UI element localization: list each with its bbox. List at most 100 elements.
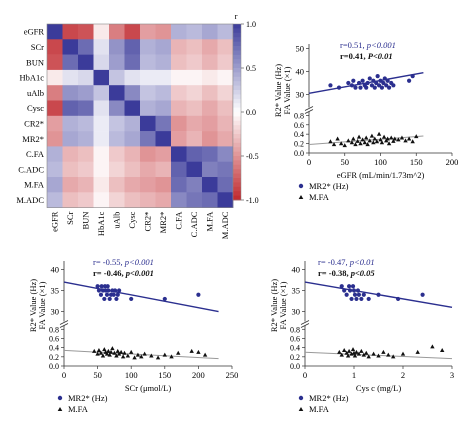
heatmap-cell <box>109 177 125 193</box>
heatmap-cell <box>186 115 203 132</box>
fit-line-r2 <box>63 281 219 313</box>
heatmap-cell <box>155 177 172 193</box>
colorbar-segment <box>233 156 241 161</box>
data-point-r2 <box>364 85 369 90</box>
data-point-r2 <box>371 78 376 83</box>
x-tick-label: 200 <box>192 370 205 380</box>
colorbar-segment <box>233 191 241 196</box>
data-point-fa <box>118 349 124 354</box>
x-tick-label: 100 <box>374 157 387 167</box>
heatmap-cell <box>93 54 110 71</box>
heatmap-cell <box>202 85 218 101</box>
heatmap-cell <box>155 161 172 178</box>
colorbar-tick-label: 0.0 <box>246 108 256 117</box>
data-point-fa <box>149 353 154 358</box>
x-tick-label: 0 <box>303 370 307 380</box>
heatmap-cell <box>78 131 94 147</box>
annotation-bottom: r=0.41, P<0.01 <box>340 51 393 61</box>
colorbar-segment <box>233 129 241 135</box>
data-point-r2 <box>420 292 425 297</box>
colorbar-segment <box>233 138 241 144</box>
heatmap-cell <box>78 39 94 55</box>
data-point-fa <box>338 141 344 146</box>
x-tick-label: 0 <box>62 370 66 380</box>
heatmap-cell <box>186 100 203 117</box>
data-point-r2 <box>351 78 356 83</box>
heatmap-cell <box>47 161 63 178</box>
heatmap-cell <box>78 115 94 132</box>
heatmap-cell <box>217 85 234 101</box>
data-point-fa <box>366 354 371 359</box>
heatmap-cell <box>47 85 63 101</box>
data-point-r2 <box>99 284 104 289</box>
heatmap-cell <box>109 131 125 147</box>
data-point-r2 <box>106 288 111 293</box>
colorbar-segment <box>233 81 241 86</box>
heatmap-cell <box>155 24 172 40</box>
y-tick-label: 40 <box>292 264 301 274</box>
annotation-top: r= -0.55, p<0.001 <box>93 257 154 267</box>
scatter-cysc: 0 1 2 3 40 35 30 0.80.60.40.20.0 R2* Value (Hz) F… <box>269 257 454 414</box>
heatmap-cell <box>202 24 218 40</box>
colorbar-segment <box>233 186 241 192</box>
heatmap-cell <box>124 177 141 193</box>
colorbar-segment <box>233 125 241 130</box>
data-point-r2 <box>112 288 118 293</box>
heatmap-cell <box>93 177 110 193</box>
data-point-r2 <box>353 85 358 90</box>
heatmap-cell <box>202 161 218 178</box>
colorbar-tick-label: -0.5 <box>246 152 259 161</box>
heatmap-cell <box>47 69 63 86</box>
data-point-fa <box>364 350 369 355</box>
axis-break-mark <box>300 323 310 328</box>
data-point-fa <box>399 135 405 140</box>
colorbar-segment <box>233 68 241 73</box>
data-point-fa <box>115 348 120 353</box>
heatmap-cell <box>124 39 141 55</box>
data-point-fa <box>196 349 201 354</box>
data-point-r2 <box>381 80 386 86</box>
x-tick-label: 2 <box>401 370 405 380</box>
y-tick-label: 30 <box>296 90 305 100</box>
legend-label: MR2* (Hz) <box>309 393 349 403</box>
data-point-fa <box>129 349 134 354</box>
heatmap-cell <box>93 146 110 162</box>
heatmap-cell <box>155 69 172 86</box>
data-point-fa <box>386 141 392 146</box>
heatmap-cell <box>217 131 234 147</box>
colorbar-segment <box>233 178 241 183</box>
legend-label: M.FA <box>68 404 89 414</box>
heatmap-cell <box>47 192 63 208</box>
colorbar-segment <box>233 50 241 56</box>
data-point-r2 <box>366 296 371 302</box>
data-point-r2 <box>365 80 370 86</box>
heatmap-cell <box>109 85 125 101</box>
annotation-bottom-p: p<0.001 <box>125 268 154 278</box>
column-label: M.FA <box>205 211 215 232</box>
heatmap-cell <box>155 54 172 71</box>
x-tick-label: 100 <box>125 370 138 380</box>
column-label: SCr <box>65 211 75 224</box>
colorbar-segment <box>233 98 241 104</box>
heatmap-cell <box>47 39 63 55</box>
colorbar: r 1.0 0.5 0.0 -0.5 -1.0 <box>232 11 259 205</box>
data-point-fa <box>362 140 367 145</box>
column-label: C.FA <box>174 211 184 230</box>
heatmap-cell <box>47 54 63 71</box>
heatmap-cell <box>217 161 234 178</box>
data-point-r2 <box>328 83 333 88</box>
row-label: C.FA <box>26 149 45 159</box>
heatmap-cell <box>186 192 203 208</box>
data-point-fa <box>356 134 362 139</box>
data-point-r2 <box>162 296 167 302</box>
scatter-scr: 0 50 100 150 200 250 40 35 30 0.80.60.40.20.0 R2* … <box>28 257 238 414</box>
heatmap-cell <box>217 192 234 208</box>
heatmap-cell <box>109 100 125 117</box>
heatmap-cell <box>140 161 156 178</box>
data-point-fa <box>98 350 104 355</box>
colorbar-segment <box>233 41 241 47</box>
scatter-egfr: 0 50 100 150 200 50 40 30 0.80.60.40.20.0 R2* Val… <box>273 40 458 202</box>
heatmap-cell <box>47 131 63 147</box>
heatmap-cell <box>186 39 203 55</box>
